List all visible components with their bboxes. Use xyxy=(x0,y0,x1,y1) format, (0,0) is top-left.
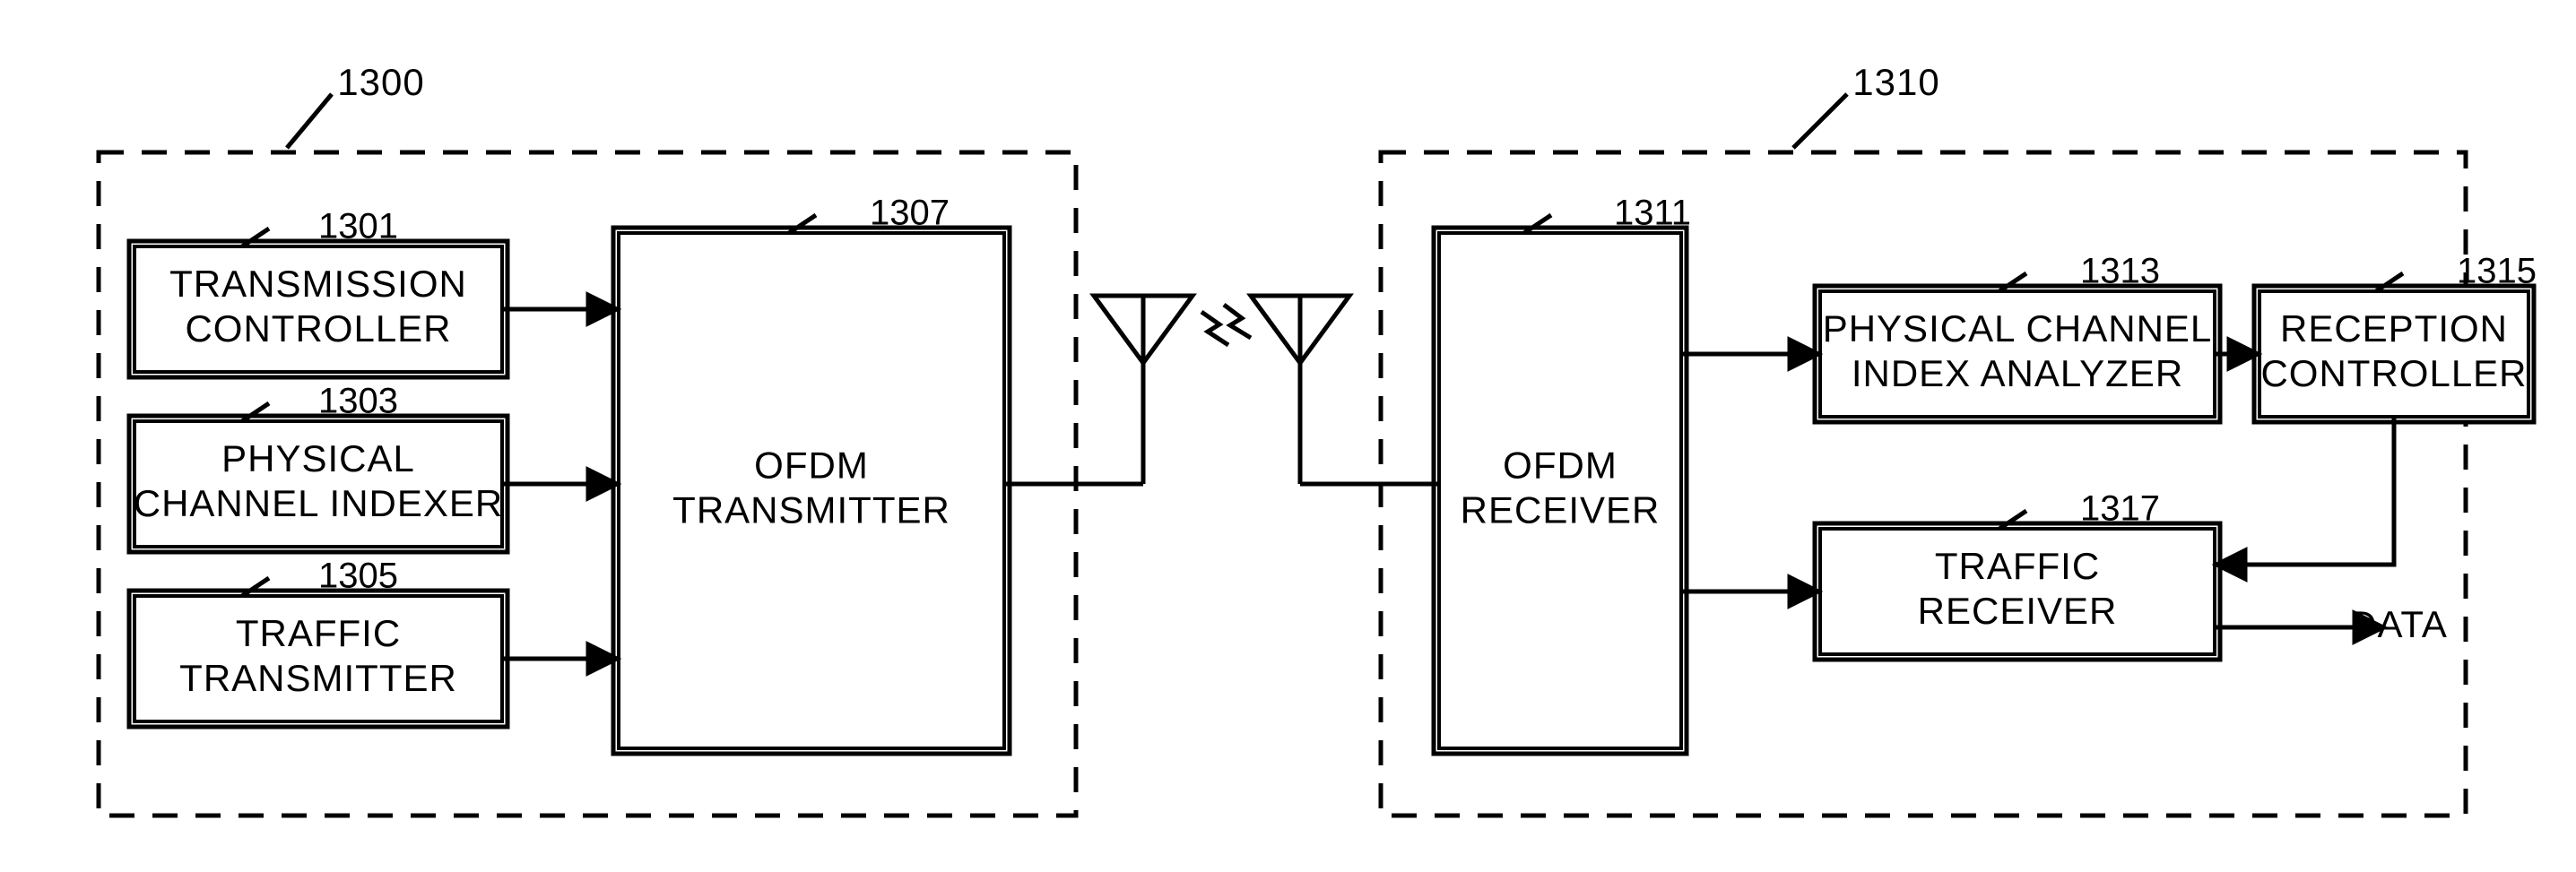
block-traffic_rx-line1: RECEIVER xyxy=(1918,590,2118,632)
id-ofdm_tx: 1307 xyxy=(870,194,950,233)
block-ofdm_tx-line0: OFDM xyxy=(754,445,869,487)
block-phys_analyzer: PHYSICAL CHANNELINDEX ANALYZER xyxy=(1815,286,2220,422)
block-phys_indexer-line1: CHANNEL INDEXER xyxy=(134,482,504,524)
antenna-rx xyxy=(1251,296,1439,484)
block-tx_controller: TRANSMISSIONCONTROLLER xyxy=(129,241,507,377)
block-traffic_tx: TRAFFICTRANSMITTER xyxy=(129,591,507,727)
arrow-6 xyxy=(2215,417,2394,565)
block-phys_analyzer-line1: INDEX ANALYZER xyxy=(1852,352,2183,394)
rx-group-leader xyxy=(1793,94,1847,148)
block-traffic_tx-line0: TRAFFIC xyxy=(236,612,401,654)
block-rx_controller-line1: CONTROLLER xyxy=(2260,352,2527,394)
block-ofdm_rx: OFDMRECEIVER xyxy=(1434,228,1687,754)
id-tx_controller: 1301 xyxy=(318,207,398,246)
wireless-spark-icon xyxy=(1201,305,1251,345)
id-traffic_tx: 1305 xyxy=(318,557,398,596)
id-ofdm_rx: 1311 xyxy=(1614,194,1691,233)
block-rx_controller: RECEPTIONCONTROLLER xyxy=(2254,286,2534,422)
block-tx_controller-line1: CONTROLLER xyxy=(185,307,451,350)
block-ofdm_rx-line1: RECEIVER xyxy=(1461,489,1661,531)
id-phys_analyzer: 1313 xyxy=(2080,252,2160,291)
block-phys_analyzer-line0: PHYSICAL CHANNEL xyxy=(1823,307,2213,350)
antenna-tx xyxy=(1004,296,1193,484)
block-diagram: 1300 1310 TRANSMISSIONCONTROLLERPHYSICAL… xyxy=(0,0,2576,872)
block-traffic_rx-line0: TRAFFIC xyxy=(1935,545,2100,587)
block-phys_indexer: PHYSICALCHANNEL INDEXER xyxy=(129,416,507,552)
tx-group-id: 1300 xyxy=(337,61,424,103)
block-traffic_tx-line1: TRANSMITTER xyxy=(179,657,457,699)
data-out-label: DATA xyxy=(2349,603,2448,645)
rx-group-id: 1310 xyxy=(1852,61,1939,103)
id-traffic_rx: 1317 xyxy=(2080,489,2160,529)
block-phys_indexer-line0: PHYSICAL xyxy=(221,437,415,479)
block-tx_controller-line0: TRANSMISSION xyxy=(169,263,467,305)
block-rx_controller-line0: RECEPTION xyxy=(2280,307,2508,350)
block-ofdm_rx-line0: OFDM xyxy=(1503,445,1618,487)
blocks-layer: TRANSMISSIONCONTROLLERPHYSICALCHANNEL IN… xyxy=(129,228,2534,754)
id-rx_controller: 1315 xyxy=(2457,252,2537,291)
block-ofdm_tx: OFDMTRANSMITTER xyxy=(613,228,1010,754)
id-phys_indexer: 1303 xyxy=(318,382,398,421)
block-traffic_rx: TRAFFICRECEIVER xyxy=(1815,523,2220,660)
block-ofdm_tx-line1: TRANSMITTER xyxy=(672,489,950,531)
tx-group-leader xyxy=(287,94,332,148)
